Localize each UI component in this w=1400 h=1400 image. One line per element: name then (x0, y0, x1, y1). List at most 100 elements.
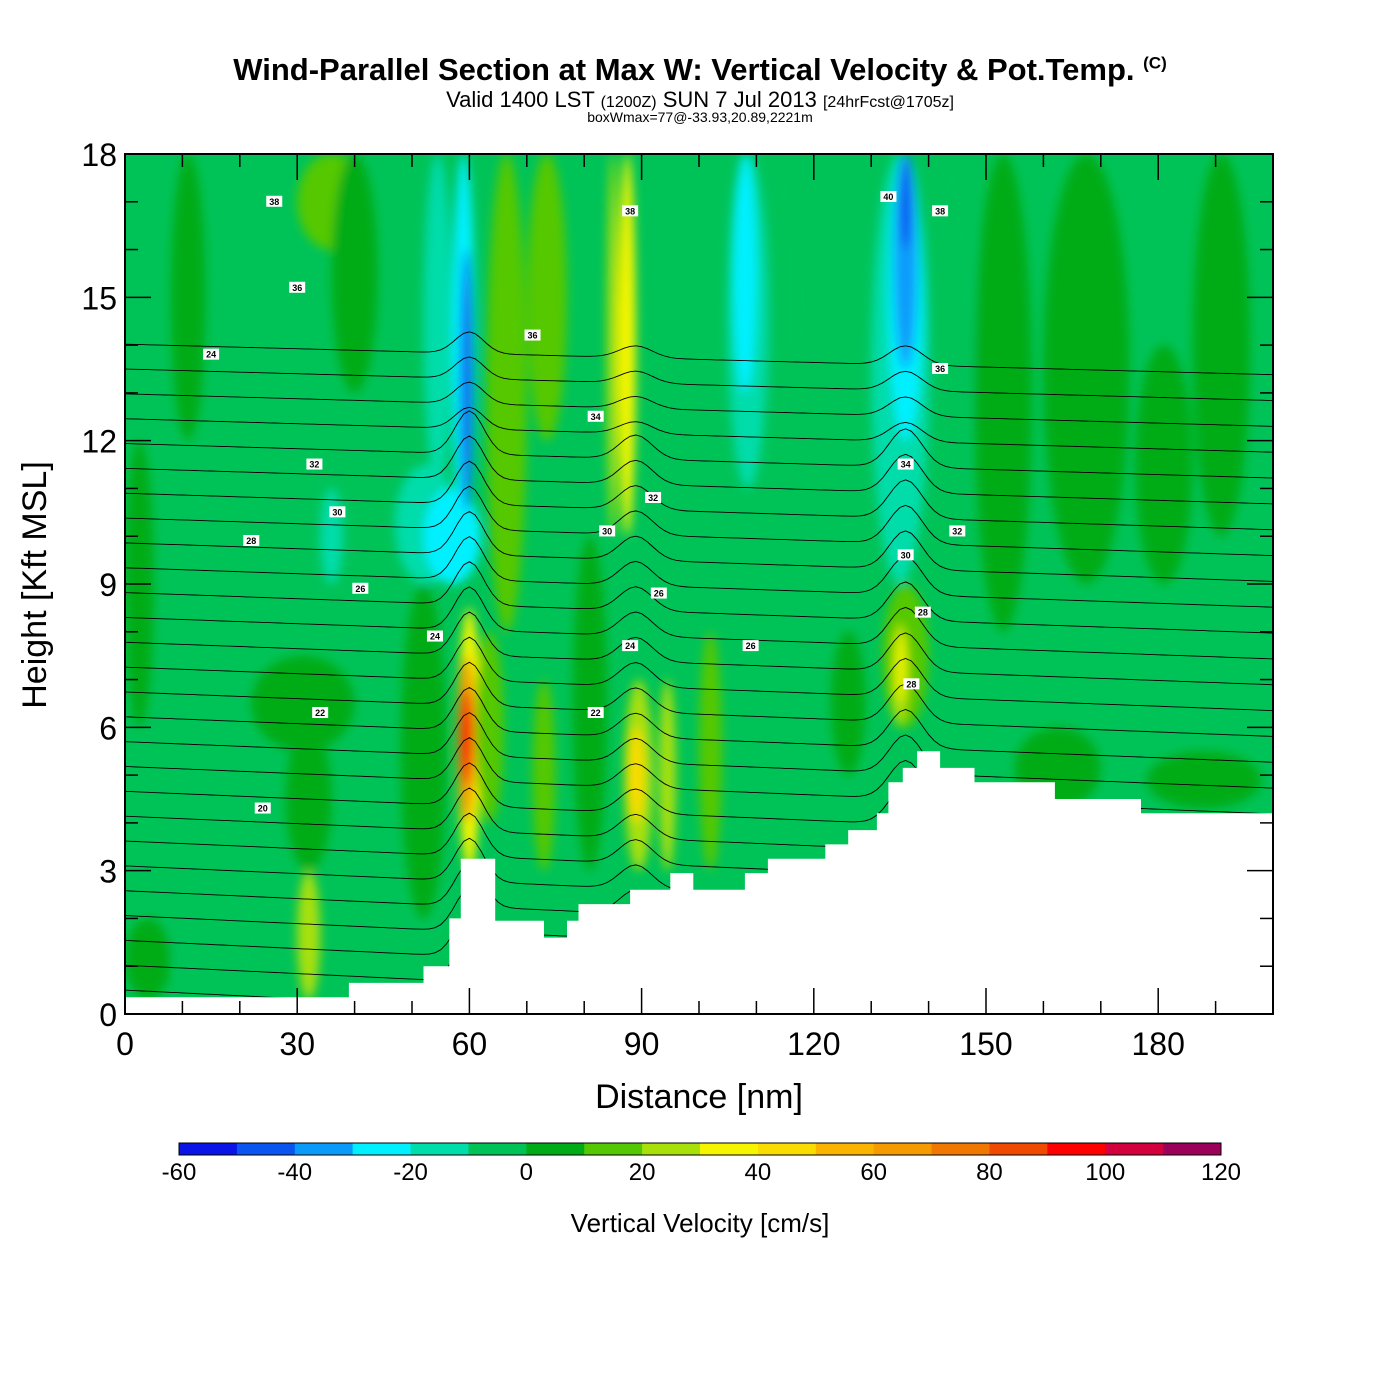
contour-label-box (622, 640, 639, 652)
contour-label-box (587, 410, 604, 422)
x-tick-label: 150 (959, 1026, 1012, 1062)
colorbar-segment-0 (179, 1143, 238, 1155)
colorbar-segment-1 (236, 1143, 296, 1155)
x-tick-label: 120 (787, 1026, 840, 1062)
velocity-region-32 (767, 154, 803, 441)
contour-label-box (254, 802, 271, 814)
contour-label-4: 38 (622, 205, 639, 217)
contour-label-26: 20 (254, 802, 271, 814)
y-tick-label: 6 (99, 710, 117, 746)
contour-label-25: 22 (587, 707, 604, 718)
contour-label-box (203, 348, 220, 360)
theta-contour-18 (125, 510, 1273, 582)
contour-label-box (932, 205, 949, 217)
contour-label-6: 38 (932, 205, 949, 217)
contour-label-box (903, 678, 920, 690)
x-tick-label: 30 (279, 1026, 315, 1062)
y-axis-title: Height [Kft MSL] (16, 461, 54, 709)
contour-label-text: 28 (918, 608, 928, 618)
contour-label-8: 36 (932, 363, 949, 374)
theta-contour-15 (125, 586, 1273, 660)
contour-label-text: 32 (648, 493, 658, 503)
contour-label-box (897, 458, 914, 470)
x-axis-title: Distance [nm] (595, 1078, 803, 1116)
velocity-region-21 (526, 154, 567, 441)
velocity-region-6 (251, 655, 355, 752)
velocity-region-17 (423, 154, 453, 489)
theta-contour-13 (125, 636, 1273, 712)
colorbar-segment-4 (410, 1143, 469, 1155)
theta-contour-16 (125, 561, 1273, 634)
contour-label-text: 28 (906, 679, 916, 689)
theta-contour-21 (125, 435, 1273, 505)
contour-label-7: 34 (587, 410, 604, 422)
contour-label-text: 24 (206, 350, 216, 360)
x-tick-label: 180 (1132, 1026, 1185, 1062)
contour-label-text: 30 (602, 526, 612, 536)
contour-label-text: 34 (901, 460, 911, 470)
y-tick-label: 9 (99, 567, 117, 603)
theta-contour-10 (125, 712, 1273, 789)
theta-contour-24 (125, 381, 1273, 427)
colorbar-segment-7 (584, 1143, 643, 1155)
contour-label-box (306, 458, 323, 470)
contour-label-box (352, 582, 369, 594)
velocity-region-43 (1043, 154, 1130, 584)
velocity-region-24 (607, 154, 619, 537)
contour-label-3: 36 (524, 329, 541, 341)
velocity-region-10 (400, 584, 447, 919)
contour-label-18: 26 (650, 587, 667, 599)
contour-label-text: 38 (269, 197, 279, 207)
contour-label-text: 36 (528, 331, 538, 341)
velocity-region-0 (125, 918, 171, 1000)
contour-label-box (266, 195, 283, 207)
contour-label-box (914, 606, 931, 618)
forecast-info: [24hrFcst@1705z] (822, 94, 954, 111)
velocity-region-33 (831, 631, 866, 776)
y-tick-label: 18 (81, 137, 117, 173)
contour-label-box (897, 549, 914, 561)
contour-label-1: 36 (289, 281, 306, 293)
colorbar-segment-9 (700, 1143, 759, 1155)
contour-label-22: 26 (742, 640, 759, 652)
theta-contour-26 (125, 331, 1273, 376)
contour-label-17: 26 (352, 582, 369, 594)
theta-contour-19 (125, 485, 1273, 557)
contour-label-text: 38 (935, 206, 945, 216)
contour-label-text: 36 (935, 364, 945, 374)
contour-label-13: 30 (599, 525, 616, 537)
valid-prefix: Valid 1400 LST (446, 87, 595, 112)
contour-label-9: 32 (306, 458, 323, 470)
colorbar-tick-label: 40 (745, 1159, 772, 1186)
colorbar-tick-label: 20 (629, 1159, 656, 1186)
theta-contour-11 (125, 686, 1273, 763)
contour-label-text: 34 (591, 412, 601, 422)
colorbar-frame (178, 1142, 1222, 1156)
colorbar-tick-label: -60 (162, 1159, 197, 1186)
contour-label-20: 24 (426, 630, 443, 642)
contour-label-24: 22 (312, 707, 329, 718)
velocity-region-44 (1135, 345, 1193, 584)
contour-label-16: 30 (897, 549, 914, 561)
x-tick-label: 90 (624, 1026, 660, 1062)
contour-label-box (650, 587, 667, 599)
colorbar-segment-2 (294, 1143, 354, 1155)
contour-labels: 38 36 24 36 38 40 38 34 36 32 34 30 32 30 28 32 30 26 26 28… (203, 191, 966, 814)
velocity-region-19 (460, 249, 473, 513)
colorbar-segment-5 (468, 1143, 527, 1155)
contour-label-box (243, 535, 260, 546)
chart-title: Wind-Parallel Section at Max W: Vertical… (233, 52, 1167, 87)
contour-label-text: 30 (901, 550, 911, 560)
contour-label-text: 24 (430, 632, 440, 642)
velocity-region-4 (297, 870, 321, 1000)
theta-contour-14 (125, 611, 1273, 686)
contour-label-0: 38 (266, 195, 283, 207)
velocity-region-41 (928, 154, 975, 489)
colorbar-tick-label: 80 (976, 1159, 1003, 1186)
colorbar-segment-10 (757, 1143, 817, 1155)
terrain-fill (125, 751, 1273, 1014)
velocity-region-12 (423, 488, 481, 584)
colorbar-segment-6 (526, 1143, 585, 1155)
contour-label-21: 24 (622, 640, 639, 652)
